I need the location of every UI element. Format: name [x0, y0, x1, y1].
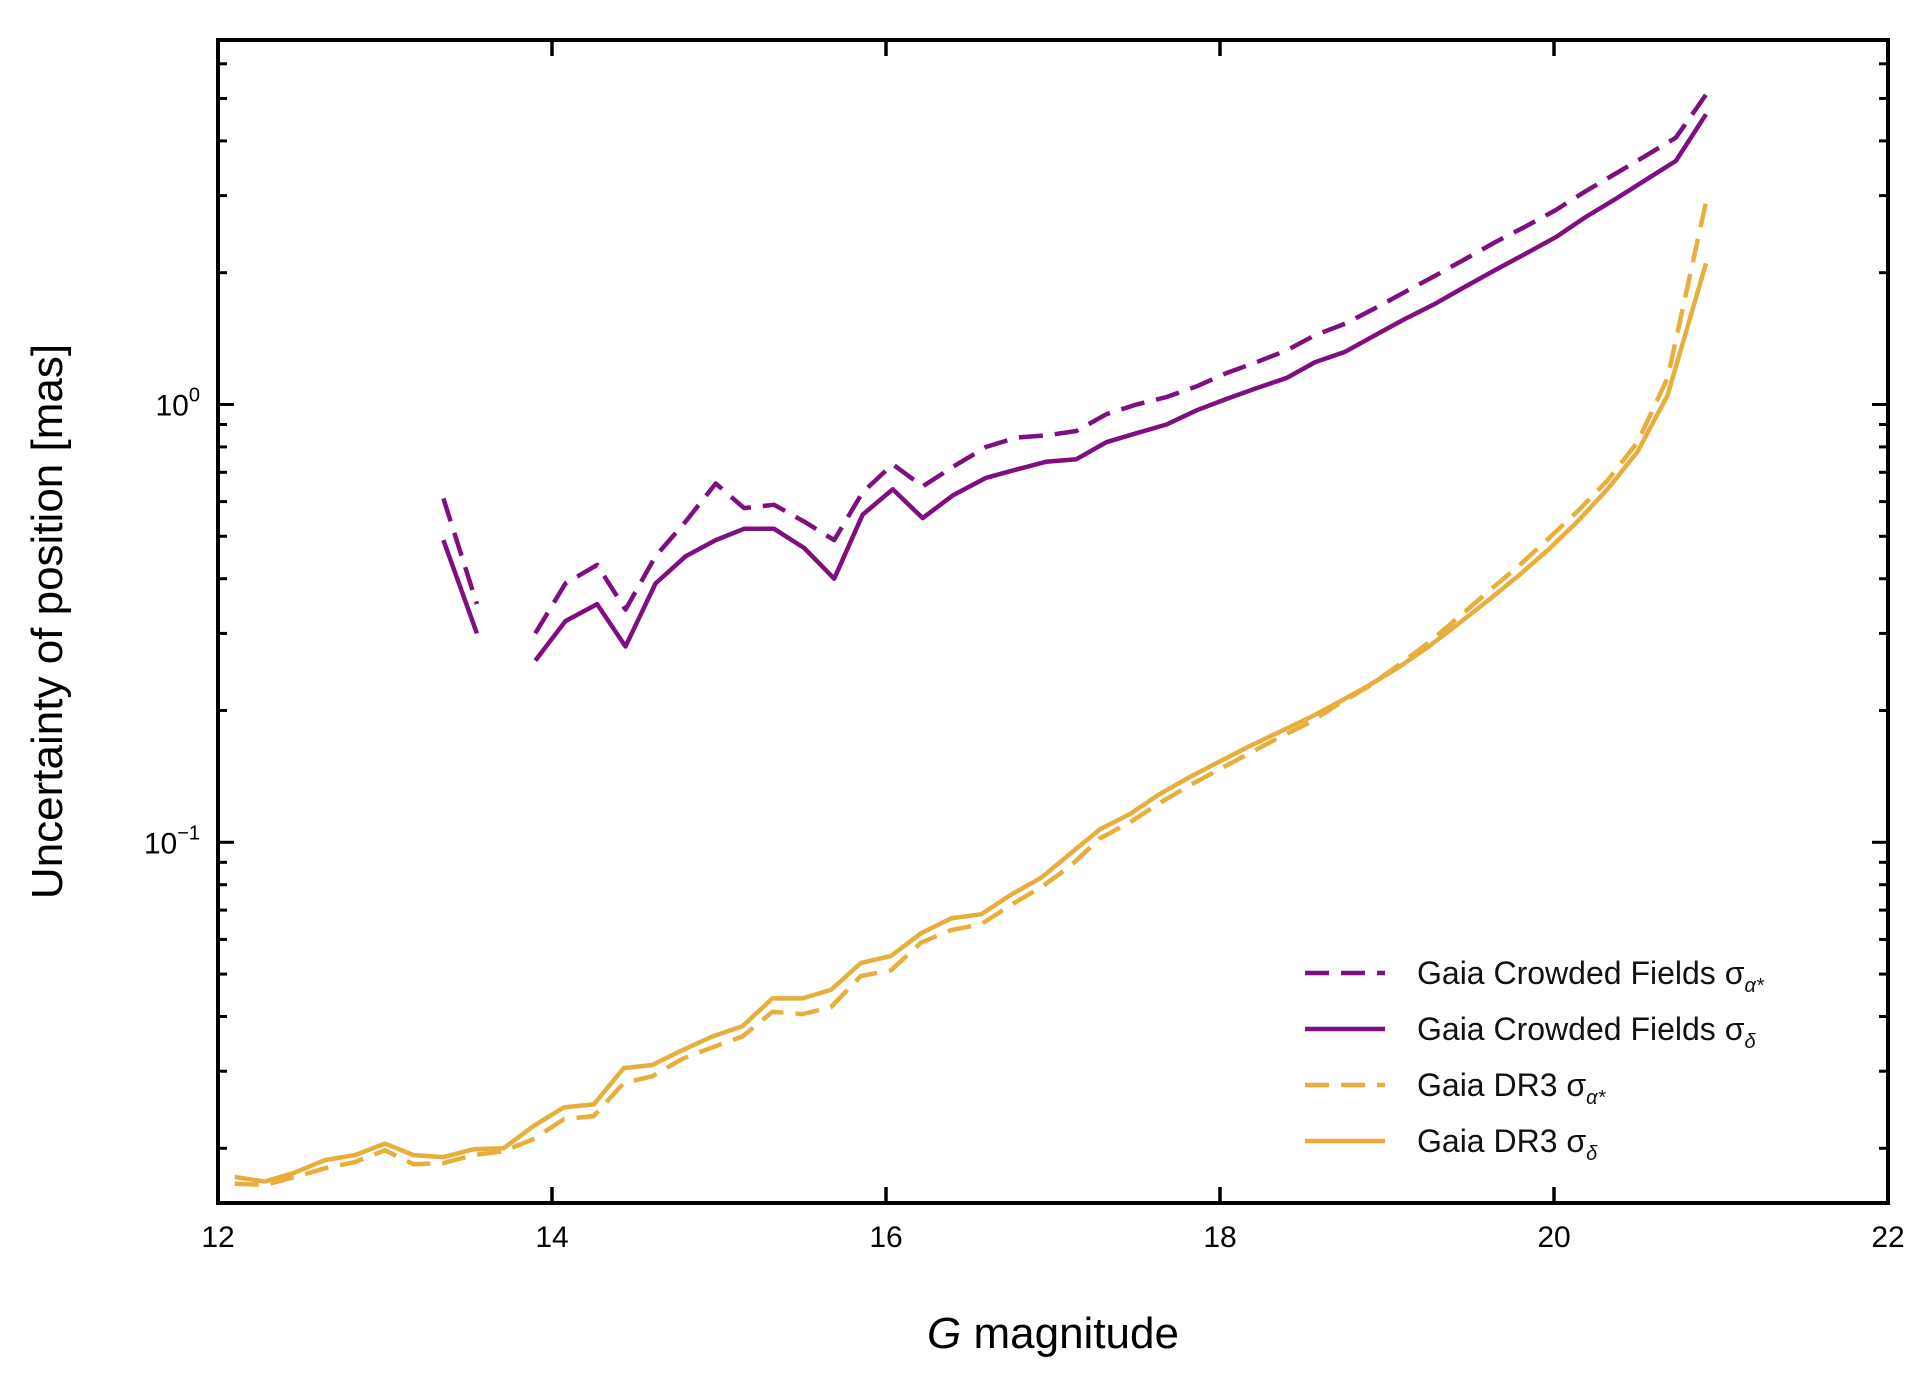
- legend-label: Gaia Crowded Fields σα*: [1417, 955, 1765, 997]
- series-line-2-segment-0: [234, 201, 1709, 1188]
- x-tick-label: 12: [201, 1221, 234, 1254]
- legend: Gaia Crowded Fields σα*Gaia Crowded Fiel…: [1305, 955, 1765, 1165]
- legend-label-subscript: α*: [1744, 975, 1764, 997]
- legend-label-subscript: α*: [1586, 1087, 1606, 1109]
- x-tick-labels: 12 14 16 18 20 22: [201, 1221, 1904, 1254]
- tick-layer: [216, 40, 1890, 1203]
- y-tick-label: 10−1: [144, 822, 200, 860]
- x-tick-label: 22: [1871, 1221, 1904, 1254]
- x-tick-label: 20: [1537, 1221, 1570, 1254]
- series-layer: [234, 93, 1709, 1188]
- x-axis-label-var: G: [927, 1309, 961, 1358]
- series-line-0-segment-1: [533, 93, 1708, 635]
- legend-label-subscript: δ: [1744, 1031, 1756, 1053]
- y-axis-label: Uncertainty of position [mas]: [23, 344, 72, 899]
- y-tick-label: 100: [156, 384, 201, 422]
- plot-frame: [216, 38, 1890, 1205]
- y-tick-label-exponent: −1: [177, 822, 200, 844]
- y-tick-label-exponent: 0: [189, 384, 200, 406]
- legend-label-base: Gaia Crowded Fields σ: [1417, 955, 1745, 991]
- x-axis-label-rest: magnitude: [961, 1309, 1179, 1358]
- legend-label-base: Gaia DR3 σ: [1417, 1067, 1586, 1103]
- y-tick-label-base: 10: [144, 827, 177, 860]
- x-tick-label: 14: [535, 1221, 568, 1254]
- series-line-0-segment-0: [441, 497, 480, 605]
- legend-label-base: Gaia Crowded Fields σ: [1417, 1011, 1745, 1047]
- y-tick-label-base: 10: [156, 389, 189, 422]
- legend-label: Gaia DR3 σα*: [1417, 1067, 1607, 1109]
- series-line-1-segment-1: [533, 113, 1708, 662]
- x-tick-label: 16: [869, 1221, 902, 1254]
- x-axis-label: G magnitude: [927, 1309, 1179, 1358]
- x-tick-label: 18: [1203, 1221, 1236, 1254]
- legend-label: Gaia Crowded Fields σδ: [1417, 1011, 1756, 1053]
- legend-label: Gaia DR3 σδ: [1417, 1123, 1598, 1165]
- legend-label-subscript: δ: [1586, 1143, 1598, 1165]
- series-line-3-segment-0: [234, 262, 1709, 1184]
- series-line-1-segment-0: [441, 539, 480, 635]
- legend-label-base: Gaia DR3 σ: [1417, 1123, 1586, 1159]
